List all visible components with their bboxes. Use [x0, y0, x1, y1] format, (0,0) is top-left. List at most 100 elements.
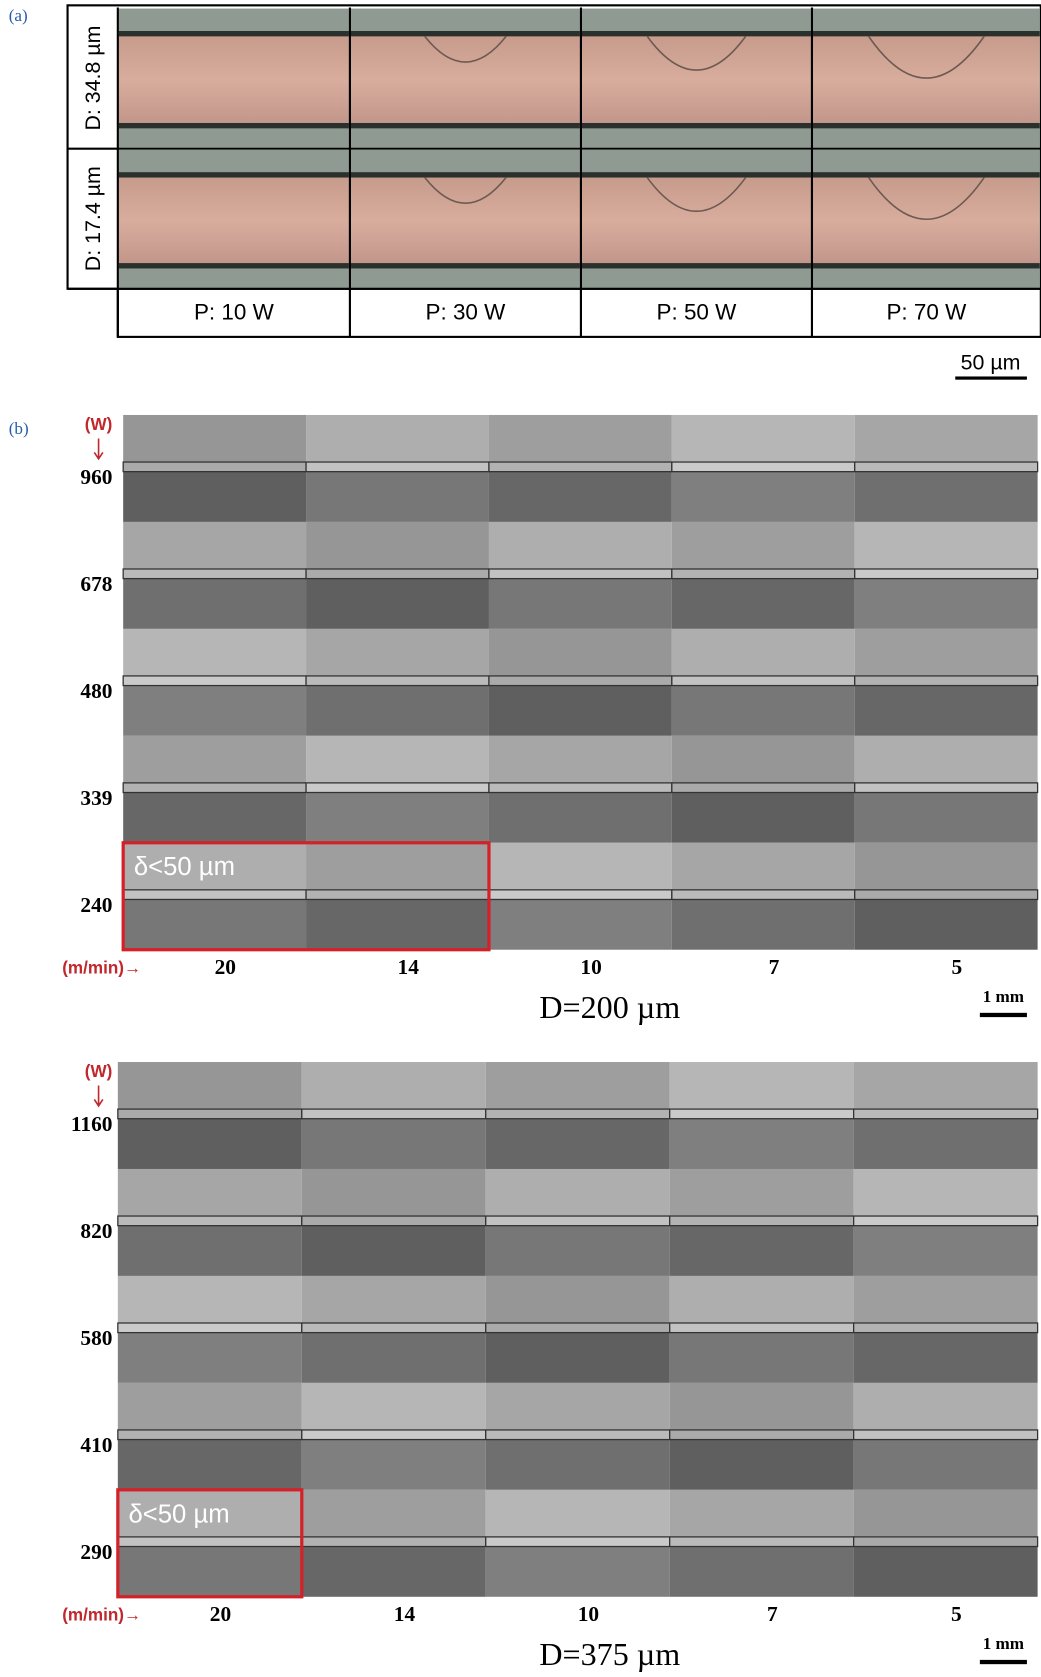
sem-weld — [669, 1322, 855, 1334]
power-unit: (W) — [85, 415, 113, 434]
power-label: 480 — [80, 679, 112, 703]
power-label: 820 — [80, 1219, 112, 1243]
sem-weld — [305, 675, 490, 687]
sem-bottom — [854, 470, 1038, 522]
sem-bottom — [117, 1438, 302, 1490]
sem-weld — [488, 675, 673, 687]
scale-bar-label: 1 mm — [983, 987, 1024, 1006]
sem-bottom — [123, 684, 307, 736]
power-unit: (W) — [85, 1062, 113, 1081]
scale-bar — [979, 1659, 1027, 1665]
power-arrow — [93, 1085, 104, 1108]
sem-bottom — [123, 577, 307, 629]
micrograph-metal — [350, 176, 580, 266]
sem-bottom — [485, 1224, 670, 1276]
speed-label: 20 — [210, 1602, 231, 1626]
sem-top — [853, 1382, 1038, 1435]
micrograph-metal — [581, 176, 811, 266]
speed-label: 10 — [578, 1602, 599, 1626]
sem-bottom — [306, 898, 489, 950]
sem-bottom — [301, 1545, 486, 1597]
sem-top — [306, 735, 489, 788]
sem-bottom — [301, 1117, 486, 1169]
column-label: P: 50 W — [657, 299, 738, 324]
sem-bottom — [669, 1224, 854, 1276]
sem-weld — [854, 461, 1039, 473]
sem-bottom — [853, 1117, 1038, 1169]
micrograph-metal — [118, 176, 349, 266]
micrograph-metal — [350, 35, 580, 126]
sem-weld — [853, 1108, 1039, 1120]
micrograph-edge — [813, 172, 1040, 178]
sem-top — [671, 628, 855, 681]
power-label: 580 — [80, 1326, 112, 1350]
sem-bottom — [123, 791, 307, 843]
sem-bottom — [488, 577, 672, 629]
sem-bottom — [301, 1438, 486, 1490]
sem-top — [123, 842, 307, 895]
sem-top — [117, 1275, 302, 1328]
sem-top — [671, 414, 855, 467]
micrograph-metal — [813, 35, 1040, 126]
sem-weld — [853, 1215, 1039, 1227]
sem-top — [488, 628, 672, 681]
sem-bottom — [853, 1224, 1038, 1276]
speed-unit: (m/min)→ — [62, 1606, 141, 1625]
panel-label: (b) — [9, 419, 29, 438]
sem-top — [301, 1062, 486, 1114]
speed-label: 5 — [952, 955, 963, 979]
highlight-box — [121, 841, 491, 952]
caption: D=200 µm — [539, 989, 680, 1025]
sem-weld — [488, 568, 673, 580]
micrograph-edge — [118, 122, 349, 129]
sem-top — [669, 1489, 854, 1542]
sem-weld — [305, 889, 490, 901]
caption: D=375 µm — [539, 1636, 680, 1672]
sem-top — [117, 1062, 302, 1114]
sem-bottom — [306, 684, 489, 736]
sem-top — [301, 1168, 486, 1221]
sem-top — [669, 1382, 854, 1435]
sem-top — [669, 1062, 854, 1114]
sem-top — [488, 842, 672, 895]
micrograph-edge — [581, 31, 811, 37]
micrograph-edge — [350, 172, 580, 178]
sem-weld — [488, 889, 673, 901]
sem-weld — [122, 568, 307, 580]
sem-top — [485, 1168, 670, 1221]
sem-top — [117, 1168, 302, 1221]
sem-weld — [853, 1322, 1039, 1334]
sem-bottom — [488, 470, 672, 522]
power-label: 410 — [80, 1433, 112, 1457]
sem-bottom — [306, 470, 489, 522]
sem-top — [671, 842, 855, 895]
power-label: 960 — [80, 465, 112, 489]
sem-top — [306, 414, 489, 467]
row-label: D: 34.8 µm — [81, 26, 105, 131]
sem-top — [485, 1275, 670, 1328]
sem-top — [301, 1382, 486, 1435]
sem-weld — [488, 782, 673, 794]
weld-pool — [867, 177, 985, 221]
sem-bottom — [488, 684, 672, 736]
sem-top — [854, 521, 1038, 574]
scale-bar — [979, 1012, 1027, 1018]
micrograph-edge — [118, 172, 349, 178]
panel-label: (a) — [9, 6, 28, 25]
column-label: P: 30 W — [426, 299, 507, 324]
sem-weld — [854, 568, 1039, 580]
speed-label: 14 — [394, 1602, 416, 1626]
power-label: 240 — [80, 893, 112, 917]
sem-bottom — [488, 791, 672, 843]
sem-top — [123, 414, 307, 467]
sem-top — [306, 628, 489, 681]
sem-weld — [122, 782, 307, 794]
speed-label: 20 — [215, 955, 236, 979]
sem-top — [853, 1062, 1038, 1114]
sem-bottom — [117, 1331, 302, 1383]
sem-weld — [671, 568, 856, 580]
sem-bottom — [853, 1331, 1038, 1383]
sem-bottom — [301, 1331, 486, 1383]
sem-bottom — [117, 1117, 302, 1169]
